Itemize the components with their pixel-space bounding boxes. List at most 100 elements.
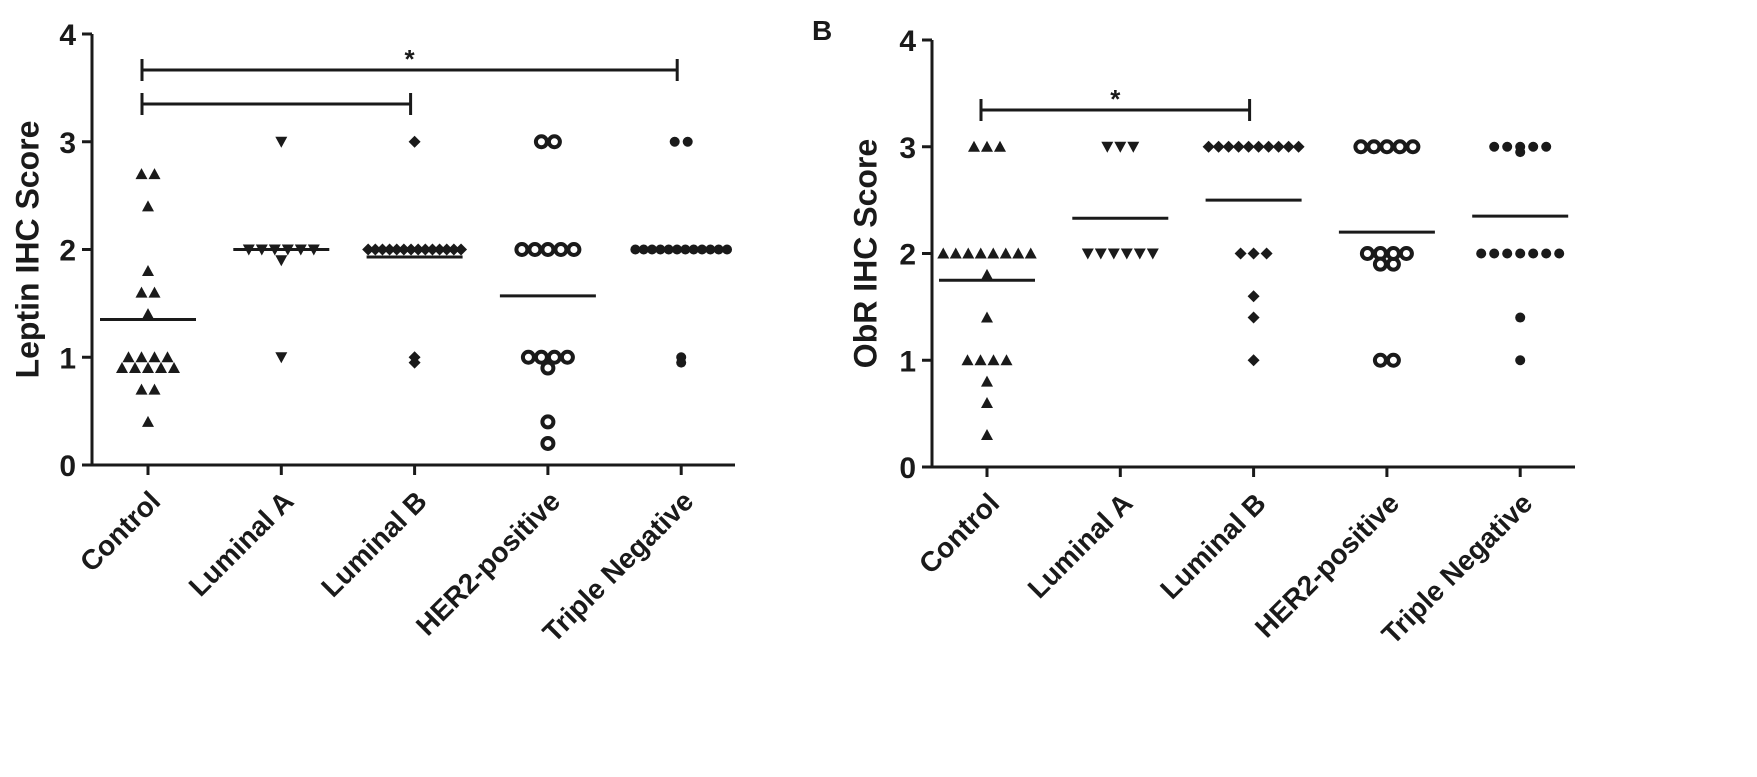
data-point [540,414,556,430]
data-point [533,134,549,150]
data-point [981,311,993,323]
data-point [1502,248,1513,259]
data-point [1247,247,1260,260]
data-point [1282,140,1295,153]
data-point [369,243,382,256]
y-tick-label: 3 [899,132,916,165]
data-point [514,242,530,257]
data-point [981,140,993,152]
data-point [168,362,180,374]
data-point [1114,141,1127,153]
data-point [1515,312,1526,323]
panel-label: B [812,15,832,46]
data-point [129,362,141,374]
data-point [275,255,288,267]
data-point [1120,248,1133,260]
data-point [1247,290,1260,303]
data-point [142,265,154,277]
data-point [968,140,980,152]
significance-label: * [1110,84,1121,114]
data-point [1398,246,1414,261]
data-point [559,349,575,365]
data-point [981,428,993,440]
data-point [155,362,167,374]
data-point [408,356,421,369]
data-point [1202,140,1215,153]
data-point [1489,141,1500,152]
data-point [1260,247,1273,260]
data-point [1515,141,1526,152]
data-point [981,268,993,280]
data-point [676,357,687,368]
y-tick-label: 1 [899,345,916,378]
data-point [1272,140,1285,153]
data-point [566,242,582,257]
data-point [1515,248,1526,259]
data-point [116,362,128,374]
data-point [1502,141,1513,152]
significance-bracket [979,99,1252,121]
data-point [142,415,154,427]
data-point [1359,246,1375,261]
data-point [999,247,1012,259]
data-point [1515,355,1526,366]
data-point [1379,139,1395,155]
x-tick-label: Luminal A [1022,487,1139,604]
data-point [1242,140,1255,153]
data-point [1385,352,1401,368]
y-tick-label: 3 [59,127,76,160]
data-point [1541,248,1552,259]
x-tick-label: Control [74,485,166,577]
data-point [1081,248,1094,260]
data-point [974,354,987,366]
data-point [962,247,975,259]
data-point [1353,139,1369,155]
data-point [540,242,556,257]
data-point [419,243,432,256]
data-point [135,286,148,298]
data-point [1146,248,1159,260]
y-tick-label: 4 [59,19,76,52]
data-point [1385,246,1401,261]
data-point [148,351,161,363]
y-tick-label: 0 [899,452,916,485]
data-point [390,243,403,256]
data-point [275,136,288,148]
data-point [1541,141,1552,152]
data-point [122,351,135,363]
data-point [987,354,1000,366]
x-tick-label: Luminal B [315,485,433,603]
data-point [937,247,950,259]
data-point [1366,139,1382,155]
data-point [275,352,288,364]
data-point [1554,248,1565,259]
data-point [987,247,1000,259]
significance-bracket [140,59,679,81]
data-point [408,135,421,148]
data-point [1212,140,1225,153]
y-axis-title: ObR IHC Score [847,139,883,368]
data-point [455,243,468,256]
x-tick-label: HER2-positive [1249,487,1405,643]
data-point [994,140,1006,152]
data-point [426,243,439,256]
data-point [362,243,375,256]
data-point [1292,140,1305,153]
data-point [397,243,410,256]
y-axis-title: Leptin IHC Score [9,121,45,379]
data-point [135,168,148,180]
data-point [553,242,569,257]
data-point [682,136,693,147]
y-tick-label: 0 [59,450,76,483]
data-point [974,247,987,259]
data-point [1107,248,1120,260]
data-point [1222,140,1235,153]
data-point [142,308,154,320]
data-point [161,351,174,363]
y-tick-label: 2 [59,235,76,268]
y-tick-label: 4 [899,25,916,58]
data-point [148,383,161,395]
x-tick-label: HER2-positive [410,485,566,641]
data-point [142,200,154,212]
